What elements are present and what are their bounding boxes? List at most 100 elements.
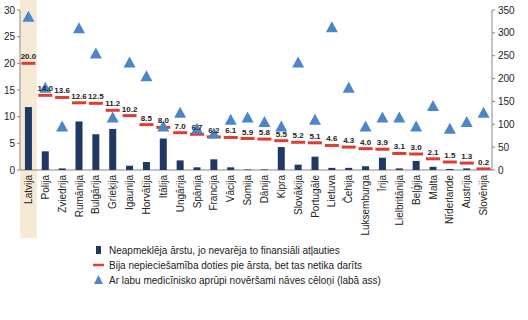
triangle-marker: [191, 123, 203, 134]
legend-label: Bija nepieciešamība doties pie ārsta, be…: [109, 260, 362, 271]
data-label: 1.5: [444, 151, 456, 160]
y-tick-label: 15: [4, 85, 16, 96]
dash-marker: [123, 114, 137, 117]
x-tick-label: Somija: [242, 175, 253, 206]
data-label: 5.1: [309, 132, 321, 141]
bar: [261, 169, 268, 170]
dash-marker: [21, 62, 35, 65]
data-label: 0.2: [478, 158, 490, 167]
triangle-marker: [478, 107, 490, 118]
bar: [92, 134, 99, 170]
dash-marker: [443, 161, 457, 164]
bar: [227, 167, 234, 170]
x-tick-label: Rumānija: [74, 175, 85, 218]
x-tick-label: Bulgārija: [90, 175, 101, 214]
bar: [126, 166, 133, 170]
x-tick-label: Vācija: [225, 175, 236, 203]
dash-marker: [392, 152, 406, 155]
bar: [328, 168, 335, 170]
y2-tick-label: 100: [498, 119, 515, 130]
x-tick-label: Slovēnija: [478, 175, 489, 216]
y2-tick-label: 300: [498, 27, 515, 38]
x-tick-label: Horvātija: [141, 175, 152, 215]
x-tick-label: Latvija: [23, 175, 34, 204]
chart: 051015202530050100150200250300350Latvija…: [0, 0, 528, 320]
y-tick-label: 30: [4, 5, 16, 16]
data-labels: 20.014.013.612.612.511.210.28.58.07.06.7…: [21, 52, 490, 167]
dash-marker: [72, 101, 86, 104]
bar: [463, 168, 470, 170]
triangle-marker: [444, 123, 456, 134]
y-tick: [17, 116, 20, 117]
y2-axis: [492, 10, 493, 170]
triangle-marker: [410, 121, 422, 132]
bar: [25, 107, 32, 170]
x-axis: [20, 170, 492, 171]
data-label: 4.0: [360, 138, 372, 147]
x-tick-label: Nīderlande: [444, 175, 455, 224]
y-tick: [17, 10, 20, 11]
x-tick-label: Kipra: [276, 175, 287, 199]
legend-label: Neapmeklēja ārstu, jo nevarēja to finans…: [109, 245, 340, 256]
triangle-marker: [242, 111, 254, 122]
x-tick-label: Malta: [428, 175, 439, 200]
dash-marker: [257, 138, 271, 141]
triangle-marker: [90, 47, 102, 58]
triangle-marker: [124, 57, 136, 68]
y-tick: [17, 90, 20, 91]
x-tick-label: Portugāle: [310, 175, 321, 218]
bar: [143, 162, 150, 170]
dash-marker: [308, 141, 322, 144]
triangle-marker: [140, 70, 152, 81]
y2-tick: [492, 32, 495, 33]
dash-marker: [224, 136, 238, 139]
dash-marker: [409, 153, 423, 156]
bar: [109, 129, 116, 170]
triangle-marker: [309, 114, 321, 125]
dash-marker: [291, 141, 305, 144]
bar: [446, 169, 453, 170]
x-tick-label: Grieķija: [107, 175, 118, 209]
x-tick-label: Ungārija: [175, 175, 186, 213]
bar: [244, 169, 251, 170]
y-tick-label: 10: [4, 111, 16, 122]
bar: [362, 166, 369, 170]
data-label: 2.1: [427, 148, 439, 157]
y2-tick: [492, 78, 495, 79]
dash-marker: [38, 94, 52, 97]
x-tick-label: Beļģija: [410, 175, 422, 205]
x-tick-label: Austrija: [461, 175, 472, 209]
x-tick-label: Čehija: [342, 175, 354, 204]
dash-marker: [106, 109, 120, 112]
dash-marker: [325, 144, 339, 147]
data-label: 8.5: [141, 114, 153, 123]
x-tick-label: Francija: [208, 175, 219, 211]
y2-tick: [492, 55, 495, 56]
bar: [210, 159, 217, 170]
y2-tick: [492, 147, 495, 148]
dash-marker: [375, 148, 389, 151]
dash-marker: [139, 123, 153, 126]
x-tick-label: Zviedrija: [57, 175, 68, 213]
y-tick: [17, 143, 20, 144]
y2-tick: [492, 10, 495, 11]
dash-marker: [477, 167, 491, 170]
triangle-marker: [22, 11, 34, 22]
bar: [379, 158, 386, 170]
y-tick-label: 0: [9, 165, 15, 176]
y2-tick-label: 50: [498, 142, 510, 153]
triangle-marker: [107, 111, 119, 122]
triangle-marker: [292, 57, 304, 68]
data-label: 5.2: [293, 131, 305, 140]
legend-item: Neapmeklēja ārstu, jo nevarēja to finans…: [96, 245, 340, 256]
triangle-marker: [376, 111, 388, 122]
bar: [312, 157, 319, 170]
y-tick: [17, 170, 20, 171]
x-tick-label: Spānija: [192, 175, 203, 209]
data-label: 13.6: [54, 86, 70, 95]
data-label: 8.0: [158, 116, 170, 125]
x-tick-label: Igaunija: [124, 175, 135, 210]
dash-marker: [426, 157, 440, 160]
bar: [194, 167, 201, 170]
data-label: 5.8: [259, 128, 271, 137]
